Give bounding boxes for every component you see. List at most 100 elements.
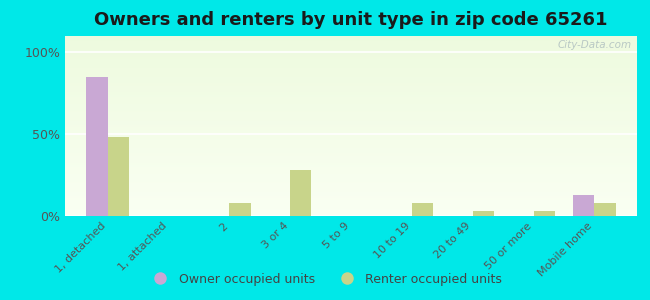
Bar bbox=[65, 135, 637, 136]
Bar bbox=[65, 206, 637, 207]
Bar bbox=[65, 162, 637, 163]
Bar bbox=[65, 92, 637, 93]
Bar bbox=[65, 133, 637, 134]
Bar bbox=[65, 84, 637, 85]
Bar bbox=[65, 95, 637, 96]
Bar bbox=[65, 180, 637, 181]
Bar bbox=[65, 181, 637, 182]
Bar bbox=[65, 166, 637, 167]
Bar bbox=[65, 163, 637, 164]
Bar bbox=[86, 77, 108, 216]
Bar bbox=[65, 138, 637, 139]
Bar bbox=[65, 99, 637, 100]
Bar bbox=[65, 127, 637, 128]
Bar bbox=[65, 164, 637, 165]
Bar bbox=[65, 205, 637, 206]
Bar bbox=[65, 36, 637, 37]
Bar bbox=[65, 156, 637, 157]
Bar bbox=[65, 152, 637, 153]
Bar bbox=[65, 65, 637, 66]
Bar bbox=[65, 110, 637, 111]
Bar bbox=[65, 198, 637, 199]
Bar bbox=[65, 48, 637, 49]
Bar bbox=[65, 146, 637, 147]
Bar bbox=[65, 182, 637, 183]
Bar bbox=[65, 154, 637, 155]
Bar bbox=[65, 165, 637, 166]
Bar bbox=[65, 211, 637, 212]
Bar bbox=[65, 71, 637, 72]
Bar bbox=[65, 64, 637, 65]
Bar bbox=[65, 101, 637, 102]
Bar bbox=[65, 137, 637, 138]
Bar bbox=[65, 75, 637, 76]
Bar bbox=[65, 215, 637, 216]
Bar bbox=[65, 74, 637, 75]
Bar bbox=[65, 104, 637, 105]
Bar bbox=[65, 57, 637, 58]
Bar bbox=[65, 56, 637, 57]
Bar bbox=[65, 60, 637, 61]
Bar bbox=[65, 115, 637, 116]
Bar bbox=[65, 103, 637, 104]
Bar bbox=[65, 148, 637, 149]
Bar bbox=[65, 150, 637, 151]
Bar bbox=[65, 161, 637, 162]
Bar bbox=[65, 214, 637, 215]
Bar bbox=[65, 88, 637, 89]
Bar bbox=[65, 121, 637, 122]
Bar bbox=[65, 147, 637, 148]
Bar bbox=[65, 126, 637, 127]
Bar bbox=[65, 83, 637, 84]
Bar bbox=[65, 86, 637, 87]
Bar bbox=[594, 203, 616, 216]
Bar bbox=[65, 63, 637, 64]
Bar bbox=[65, 108, 637, 109]
Bar bbox=[65, 140, 637, 141]
Bar bbox=[65, 90, 637, 91]
Bar bbox=[290, 170, 311, 216]
Bar bbox=[65, 134, 637, 135]
Bar bbox=[573, 195, 594, 216]
Bar bbox=[65, 208, 637, 209]
Bar bbox=[65, 213, 637, 214]
Bar bbox=[65, 81, 637, 82]
Bar bbox=[65, 193, 637, 194]
Bar bbox=[65, 43, 637, 44]
Bar bbox=[65, 122, 637, 123]
Bar bbox=[65, 144, 637, 145]
Bar bbox=[65, 160, 637, 161]
Bar bbox=[65, 128, 637, 129]
Bar bbox=[65, 139, 637, 140]
Bar bbox=[65, 117, 637, 118]
Bar bbox=[65, 189, 637, 190]
Bar bbox=[65, 177, 637, 178]
Bar bbox=[108, 137, 129, 216]
Bar bbox=[534, 211, 555, 216]
Bar bbox=[65, 76, 637, 77]
Bar bbox=[65, 190, 637, 191]
Bar bbox=[65, 61, 637, 62]
Bar bbox=[65, 97, 637, 98]
Bar bbox=[65, 179, 637, 180]
Bar bbox=[65, 197, 637, 198]
Bar bbox=[65, 47, 637, 48]
Bar bbox=[65, 51, 637, 52]
Bar bbox=[65, 73, 637, 74]
Bar bbox=[65, 54, 637, 55]
Bar bbox=[65, 143, 637, 144]
Bar bbox=[65, 188, 637, 189]
Bar bbox=[65, 204, 637, 205]
Bar bbox=[65, 52, 637, 53]
Bar bbox=[65, 96, 637, 97]
Bar bbox=[65, 125, 637, 126]
Bar bbox=[65, 178, 637, 179]
Bar bbox=[65, 44, 637, 45]
Bar bbox=[65, 203, 637, 204]
Bar bbox=[65, 113, 637, 114]
Bar bbox=[65, 123, 637, 124]
Bar bbox=[65, 111, 637, 112]
Bar bbox=[65, 116, 637, 117]
Bar bbox=[65, 118, 637, 119]
Bar bbox=[65, 39, 637, 40]
